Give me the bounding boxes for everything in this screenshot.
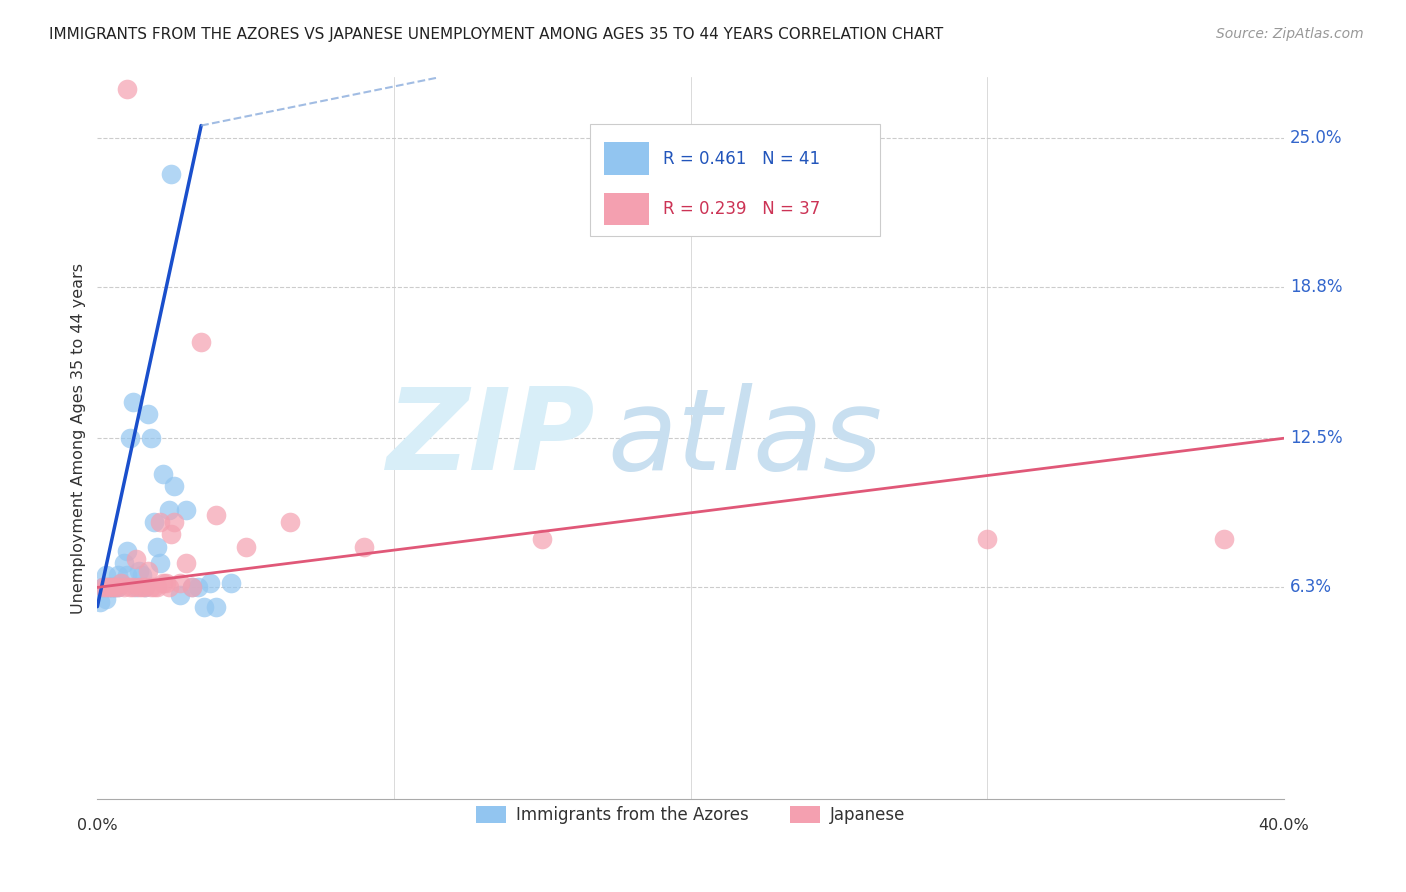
Point bbox=[160, 527, 183, 541]
Point bbox=[91, 581, 114, 595]
Point bbox=[107, 568, 129, 582]
Point bbox=[149, 516, 172, 530]
Point bbox=[169, 575, 191, 590]
Point bbox=[98, 581, 121, 595]
Point bbox=[118, 581, 141, 595]
Point bbox=[163, 479, 186, 493]
Point bbox=[157, 503, 180, 517]
Point bbox=[107, 581, 129, 595]
Point bbox=[115, 82, 138, 96]
Text: 18.8%: 18.8% bbox=[1289, 277, 1343, 296]
Point bbox=[101, 581, 124, 595]
Text: atlas: atlas bbox=[607, 383, 883, 494]
Point bbox=[145, 540, 167, 554]
Point bbox=[142, 516, 165, 530]
Point bbox=[96, 581, 118, 595]
FancyBboxPatch shape bbox=[589, 124, 880, 236]
Point bbox=[198, 575, 221, 590]
Point bbox=[89, 595, 111, 609]
Point bbox=[136, 564, 159, 578]
Point bbox=[104, 581, 127, 595]
Point bbox=[134, 581, 156, 595]
Point bbox=[101, 581, 124, 595]
Point bbox=[531, 533, 554, 547]
Point bbox=[235, 540, 257, 554]
Point bbox=[205, 508, 228, 523]
Point bbox=[104, 581, 127, 595]
Text: 40.0%: 40.0% bbox=[1258, 818, 1309, 833]
Point bbox=[142, 581, 165, 595]
Point bbox=[98, 581, 121, 595]
Point bbox=[176, 557, 198, 571]
Point bbox=[96, 592, 118, 607]
Y-axis label: Unemployment Among Ages 35 to 44 years: Unemployment Among Ages 35 to 44 years bbox=[72, 263, 86, 614]
FancyBboxPatch shape bbox=[605, 193, 650, 226]
Point bbox=[193, 599, 215, 614]
Point bbox=[163, 516, 186, 530]
Point bbox=[107, 581, 129, 595]
Point bbox=[139, 581, 162, 595]
Point bbox=[110, 575, 132, 590]
Point bbox=[98, 581, 121, 595]
Point bbox=[96, 568, 118, 582]
Text: R = 0.461   N = 41: R = 0.461 N = 41 bbox=[664, 150, 820, 168]
Text: R = 0.239   N = 37: R = 0.239 N = 37 bbox=[664, 200, 821, 219]
Point bbox=[101, 581, 124, 595]
Point bbox=[278, 516, 301, 530]
Point bbox=[190, 334, 212, 349]
Text: Source: ZipAtlas.com: Source: ZipAtlas.com bbox=[1216, 27, 1364, 41]
Point bbox=[176, 503, 198, 517]
Point bbox=[131, 581, 153, 595]
Point bbox=[160, 167, 183, 181]
Point bbox=[91, 581, 114, 595]
Point bbox=[115, 544, 138, 558]
Point bbox=[118, 431, 141, 445]
Point bbox=[122, 395, 145, 409]
Point bbox=[152, 467, 174, 482]
Point bbox=[152, 575, 174, 590]
Point bbox=[91, 581, 114, 595]
Point bbox=[976, 533, 998, 547]
Point bbox=[96, 581, 118, 595]
Text: IMMIGRANTS FROM THE AZORES VS JAPANESE UNEMPLOYMENT AMONG AGES 35 TO 44 YEARS CO: IMMIGRANTS FROM THE AZORES VS JAPANESE U… bbox=[49, 27, 943, 42]
Point bbox=[157, 581, 180, 595]
Point bbox=[145, 581, 167, 595]
FancyBboxPatch shape bbox=[605, 143, 650, 175]
Point bbox=[125, 581, 148, 595]
Point bbox=[122, 581, 145, 595]
Text: ZIP: ZIP bbox=[387, 383, 596, 494]
Point bbox=[136, 407, 159, 421]
Point bbox=[104, 581, 127, 595]
Point bbox=[187, 581, 209, 595]
Text: 12.5%: 12.5% bbox=[1289, 429, 1343, 447]
Point bbox=[169, 588, 191, 602]
Point bbox=[131, 568, 153, 582]
Point bbox=[112, 557, 135, 571]
Text: 6.3%: 6.3% bbox=[1289, 578, 1331, 597]
Point bbox=[139, 431, 162, 445]
Point bbox=[115, 568, 138, 582]
Point bbox=[1213, 533, 1236, 547]
Point bbox=[128, 564, 150, 578]
Point bbox=[149, 557, 172, 571]
Point bbox=[353, 540, 375, 554]
Text: 25.0%: 25.0% bbox=[1289, 128, 1343, 146]
Text: 0.0%: 0.0% bbox=[77, 818, 118, 833]
Point bbox=[738, 202, 761, 217]
Point bbox=[219, 575, 242, 590]
Point bbox=[110, 575, 132, 590]
Point bbox=[125, 551, 148, 566]
Point bbox=[181, 581, 204, 595]
Legend: Immigrants from the Azores, Japanese: Immigrants from the Azores, Japanese bbox=[470, 799, 912, 830]
Point bbox=[134, 581, 156, 595]
Point bbox=[128, 581, 150, 595]
Point bbox=[155, 575, 177, 590]
Point bbox=[112, 581, 135, 595]
Point bbox=[205, 599, 228, 614]
Point bbox=[181, 581, 204, 595]
